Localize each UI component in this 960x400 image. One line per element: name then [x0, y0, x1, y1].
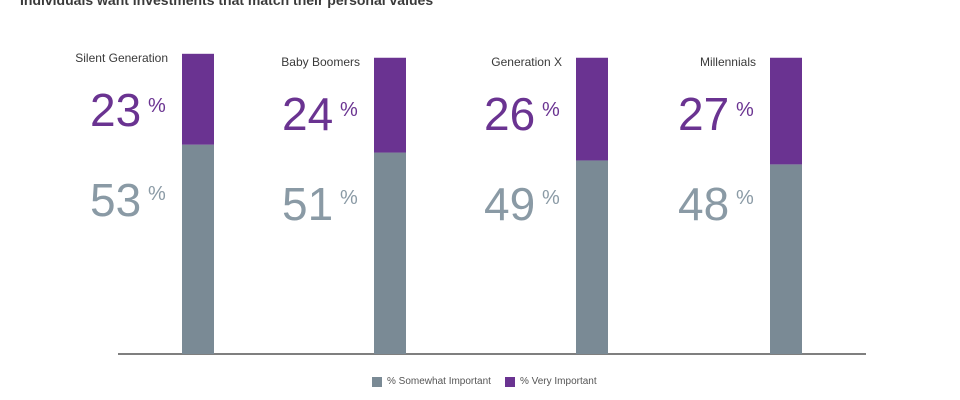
pct-label-very-1: % [340, 99, 358, 121]
value-label-somewhat-1: 51 [282, 178, 333, 230]
bar-somewhat-3 [770, 164, 802, 354]
legend: % Somewhat Important % Very Important [372, 376, 597, 387]
value-label-somewhat-0: 53 [90, 174, 141, 226]
legend-item-very: % Very Important [504, 376, 597, 387]
bar-somewhat-0 [182, 144, 214, 354]
pct-label-somewhat-2: % [542, 187, 560, 209]
category-label-1: Baby Boomers [281, 55, 360, 69]
legend-label-somewhat: % Somewhat Important [387, 376, 491, 387]
legend-item-somewhat: % Somewhat Important [372, 376, 491, 387]
bar-very-1 [374, 57, 406, 153]
legend-label-very: % Very Important [519, 376, 597, 387]
bar-very-0 [182, 53, 214, 145]
value-label-very-2: 26 [484, 88, 535, 140]
legend-swatch-very [504, 376, 515, 387]
pct-label-very-0: % [148, 95, 166, 117]
bar-somewhat-2 [576, 160, 608, 354]
pct-label-somewhat-0: % [148, 183, 166, 205]
bar-very-2 [576, 57, 608, 161]
pct-label-very-2: % [542, 99, 560, 121]
category-label-3: Millennials [700, 55, 756, 69]
pct-label-somewhat-3: % [736, 187, 754, 209]
category-label-0: Silent Generation [75, 51, 168, 65]
value-label-somewhat-2: 49 [484, 178, 535, 230]
legend-swatch-somewhat [372, 376, 382, 387]
value-label-very-1: 24 [282, 88, 333, 140]
chart-title: Individuals want investments that match … [20, 0, 434, 8]
pct-label-somewhat-1: % [340, 187, 358, 209]
value-label-very-3: 27 [678, 88, 729, 140]
value-label-very-0: 23 [90, 84, 141, 136]
bar-somewhat-1 [374, 152, 406, 354]
bar-very-3 [770, 57, 802, 165]
value-label-somewhat-3: 48 [678, 178, 729, 230]
category-label-2: Generation X [491, 55, 562, 69]
stacked-bar-chart: Silent Generation 23 % 53 % Baby Boomers 24 % 51… [75, 51, 866, 355]
pct-label-very-3: % [736, 99, 754, 121]
